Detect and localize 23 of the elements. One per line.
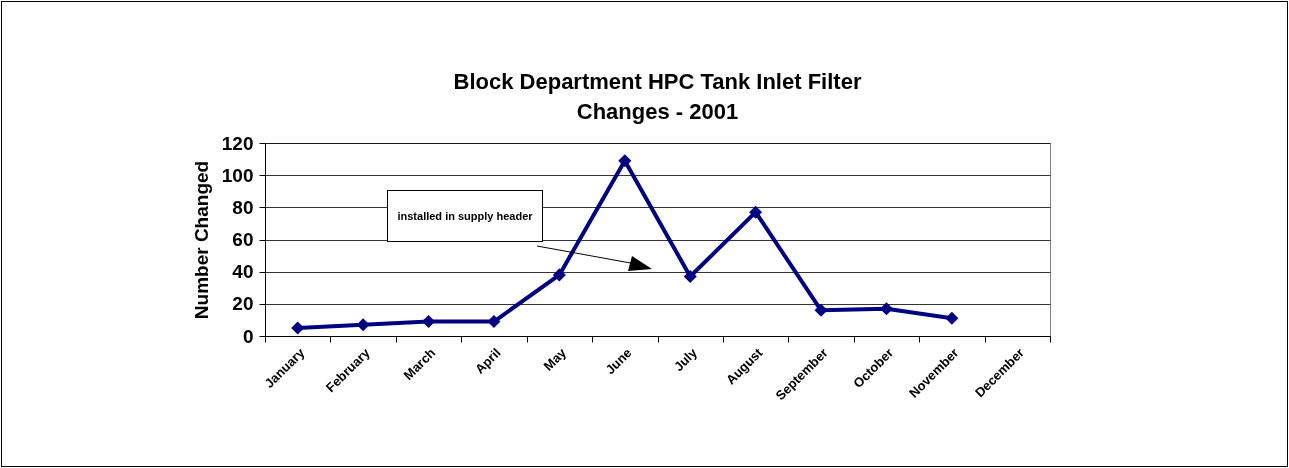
y-tick-label: 80	[232, 196, 254, 218]
y-tick-label: 60	[232, 229, 254, 250]
point	[879, 302, 893, 316]
x-tick-label: May	[540, 344, 570, 374]
point	[356, 318, 370, 332]
point	[749, 205, 763, 219]
y-axis-title: Number Changed	[190, 160, 212, 320]
y-tick-label: 0	[242, 325, 254, 347]
x-tick-label: July	[670, 344, 701, 375]
y-tick-label: 100	[221, 164, 254, 186]
chart-title: Block Department HPC Tank Inlet Filter Changes - 2001	[453, 69, 862, 124]
point	[618, 154, 632, 168]
y-tick-label: 120	[221, 132, 254, 154]
point	[422, 315, 436, 329]
note-box: installed in supply header	[387, 190, 543, 242]
y-tick-label: 20	[232, 293, 254, 315]
point	[814, 303, 828, 317]
y-tick-label: 40	[232, 261, 254, 283]
point	[291, 321, 305, 335]
point	[683, 269, 697, 284]
point	[487, 315, 501, 329]
point	[552, 268, 566, 282]
point	[945, 311, 959, 325]
